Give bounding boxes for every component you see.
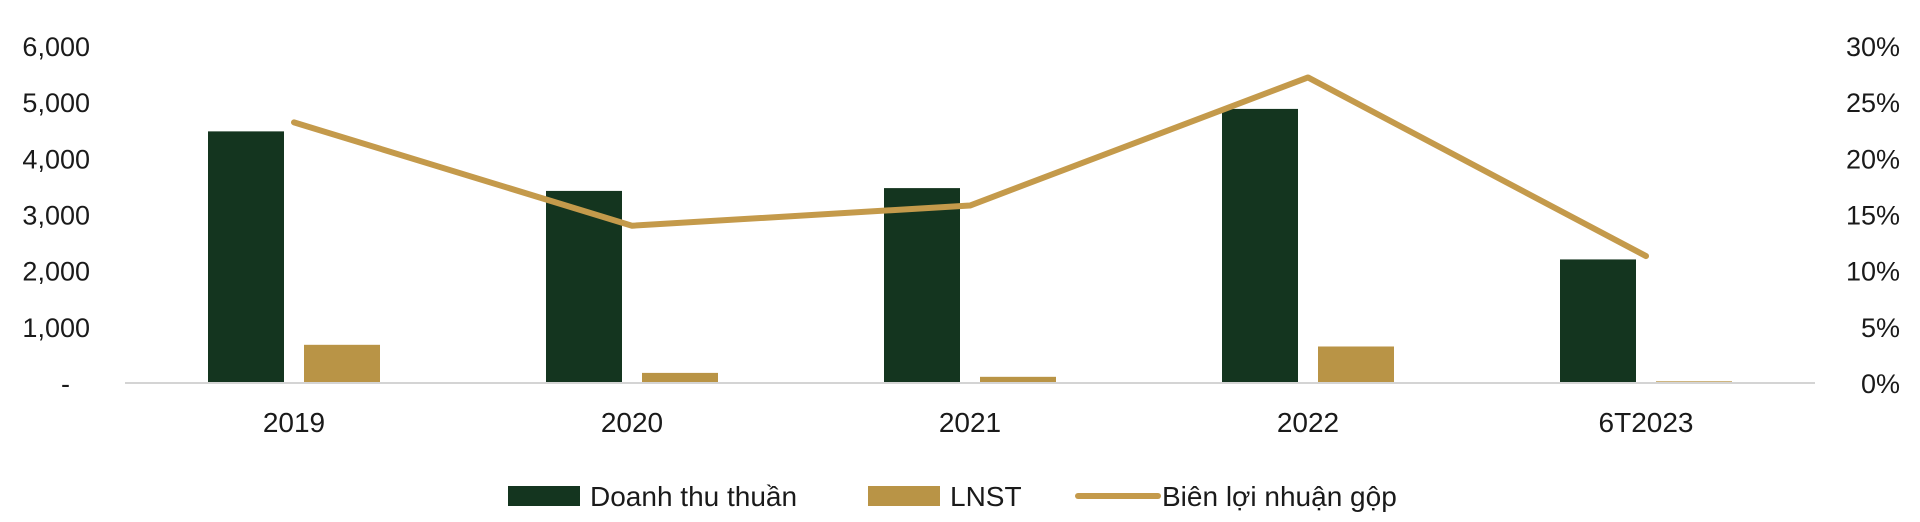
bar-doanh-thu-thuần [1222,108,1298,383]
margin-point [969,204,971,207]
legend-label: Doanh thu thuần [590,481,797,512]
right-axis-tick-label: 20% [1846,144,1900,174]
left-axis-tick-label: 6,000 [22,32,90,62]
bar-lnst [304,344,380,383]
category-label: 2020 [601,407,663,438]
right-axis-tick-label: 5% [1861,313,1900,343]
bar-doanh-thu-thuần [884,188,960,383]
legend-label: Biên lợi nhuận gộp [1162,481,1397,512]
right-axis-tick-label: 25% [1846,88,1900,118]
bar-lnst [642,372,718,383]
margin-point [293,121,295,124]
margin-point [1645,255,1647,258]
bar-lnst [1318,346,1394,383]
right-axis-tick-label: 10% [1846,257,1900,287]
category-label: 2019 [263,407,325,438]
margin-line [291,74,1649,260]
right-axis-tick-label: 30% [1846,32,1900,62]
bar-group [208,108,1732,383]
left-axis-tick-label: 2,000 [22,257,90,287]
left-axis-tick-label: 4,000 [22,144,90,174]
right-axis-ticks: 0% 5% 10% 15% 20% 25% 30% [1846,32,1900,399]
margin-point [631,224,633,227]
legend-label: LNST [950,481,1022,512]
margin-point [1307,76,1309,79]
bar-lnst [980,376,1056,383]
line-series-group [291,74,1649,260]
bar-doanh-thu-thuần [208,131,284,383]
legend-swatch-1 [508,486,580,506]
category-label: 6T2023 [1599,407,1694,438]
left-axis-ticks: - 1,000 2,000 3,000 4,000 5,000 6,000 [22,32,90,399]
right-axis-tick-label: 0% [1861,369,1900,399]
right-axis-tick-label: 15% [1846,201,1900,231]
left-axis-tick-label: - [61,369,70,399]
category-label: 2022 [1277,407,1339,438]
category-label: 2021 [939,407,1001,438]
bar-doanh-thu-thuần [546,190,622,383]
legend: Doanh thu thuần LNST Biên lợi nhuận gộp [508,481,1397,512]
category-labels: 2019 2020 2021 2022 6T2023 [263,407,1694,438]
bar-doanh-thu-thuần [1560,259,1636,383]
left-axis-tick-label: 1,000 [22,313,90,343]
left-axis-tick-label: 3,000 [22,201,90,231]
legend-swatch-2 [868,486,940,506]
left-axis-tick-label: 5,000 [22,88,90,118]
